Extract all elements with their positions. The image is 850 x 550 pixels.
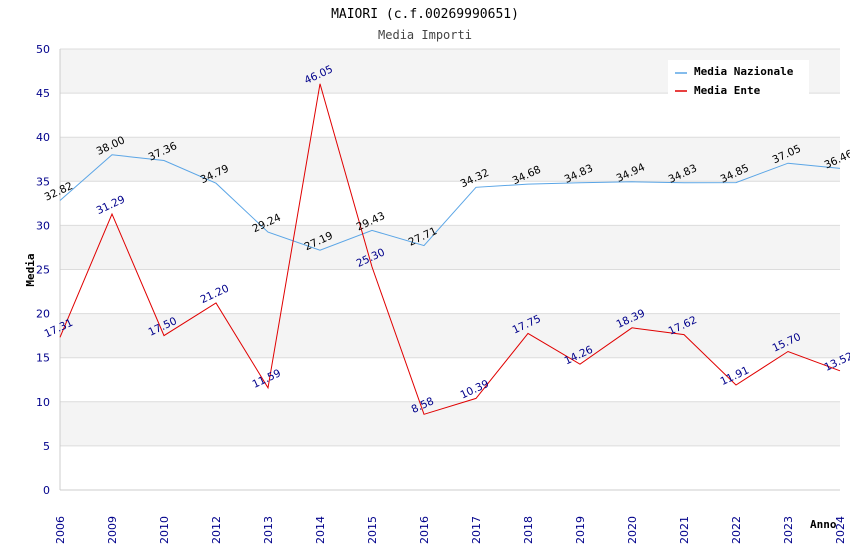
legend: Media Nazionale Media Ente (668, 60, 809, 98)
x-tick-label-2018: 2018 (522, 516, 535, 544)
data-point-media-nazionale (527, 183, 529, 185)
legend-label-media-nazionale: Media Nazionale (694, 65, 794, 78)
plot-band (60, 313, 840, 358)
data-point-media-nazionale (319, 249, 321, 251)
x-tick-label-2020: 2020 (626, 516, 639, 544)
x-tick-label-2019: 2019 (574, 516, 587, 544)
data-point-media-ente (163, 335, 165, 337)
y-tick-label: 45 (36, 87, 50, 100)
data-point-media-ente (319, 83, 321, 85)
x-tick-label-2015: 2015 (366, 516, 379, 544)
y-tick-label: 20 (36, 308, 50, 321)
x-tick-label-2021: 2021 (678, 516, 691, 544)
data-point-media-nazionale (423, 245, 425, 247)
y-axis-label: Media (24, 253, 37, 286)
data-point-media-nazionale (631, 181, 633, 183)
x-tick-label-2012: 2012 (210, 516, 223, 544)
y-tick-label: 25 (36, 264, 50, 277)
x-axis-label: Anno (810, 518, 837, 531)
x-tick-label-2016: 2016 (418, 516, 431, 544)
plot-band (60, 269, 840, 314)
y-tick-label: 30 (36, 219, 50, 232)
plot-band (60, 357, 840, 402)
data-point-media-ente (839, 370, 841, 372)
x-tick-label-2023: 2023 (782, 516, 795, 544)
legend-label-media-ente: Media Ente (694, 84, 761, 97)
x-tick-label-2013: 2013 (262, 516, 275, 544)
y-tick-label: 40 (36, 131, 50, 144)
data-point-media-nazionale (839, 167, 841, 169)
data-point-media-nazionale (163, 159, 165, 161)
x-tick-label-2017: 2017 (470, 516, 483, 544)
data-point-media-ente (683, 334, 685, 336)
data-point-media-nazionale (371, 229, 373, 231)
y-tick-label: 15 (36, 352, 50, 365)
plot-band (60, 181, 840, 226)
data-point-media-nazionale (579, 182, 581, 184)
data-point-media-nazionale (787, 162, 789, 164)
data-point-media-ente (787, 351, 789, 353)
data-point-media-nazionale (111, 154, 113, 156)
x-tick-label-2009: 2009 (106, 516, 119, 544)
series-group (59, 83, 841, 415)
data-point-media-ente (371, 266, 373, 268)
legend-box (668, 60, 809, 98)
series-line-media-ente (59, 83, 841, 415)
data-point-media-ente (527, 332, 529, 334)
data-point-media-ente (267, 387, 269, 389)
chart-title: MAIORI (c.f.00269990651) (331, 7, 519, 22)
x-tick-label-2022: 2022 (730, 516, 743, 544)
data-point-media-ente (423, 413, 425, 415)
data-point-media-ente (475, 397, 477, 399)
y-tick-label: 0 (43, 484, 50, 497)
data-point-media-ente (631, 327, 633, 329)
data-point-media-nazionale (59, 200, 61, 202)
chart-subtitle: Media Importi (378, 28, 472, 42)
plot-band (60, 225, 840, 270)
data-point-media-ente (579, 363, 581, 365)
y-tick-label: 5 (43, 440, 50, 453)
data-point-media-nazionale (475, 186, 477, 188)
data-point-media-nazionale (683, 182, 685, 184)
plot-band (60, 137, 840, 182)
plot-band (60, 93, 840, 138)
data-point-media-nazionale (735, 182, 737, 184)
data-point-media-ente (111, 213, 113, 215)
plot-band (60, 401, 840, 446)
series-line-media-nazionale (59, 154, 841, 251)
data-point-media-ente (59, 336, 61, 338)
data-point-media-nazionale (267, 231, 269, 233)
y-tick-label: 50 (36, 43, 50, 56)
y-tick-label: 10 (36, 396, 50, 409)
x-axis-ticks: 2006 2009 2010 2012 2013 2014 2015 2016 2017 2018… (54, 516, 847, 544)
data-point-media-ente (735, 384, 737, 386)
plot-band (60, 445, 840, 490)
x-tick-label-2006: 2006 (54, 516, 67, 544)
x-tick-label-2010: 2010 (158, 516, 171, 544)
x-tick-label-2024: 2024 (834, 516, 847, 544)
data-point-media-ente (215, 302, 217, 304)
data-point-media-nazionale (215, 182, 217, 184)
plot-background (60, 49, 840, 490)
y-tick-label: 35 (36, 175, 50, 188)
x-tick-label-2014: 2014 (314, 516, 327, 544)
y-axis-ticks: 0 5 10 15 20 25 30 35 40 45 50 (36, 43, 50, 497)
grid-lines (59, 48, 840, 491)
